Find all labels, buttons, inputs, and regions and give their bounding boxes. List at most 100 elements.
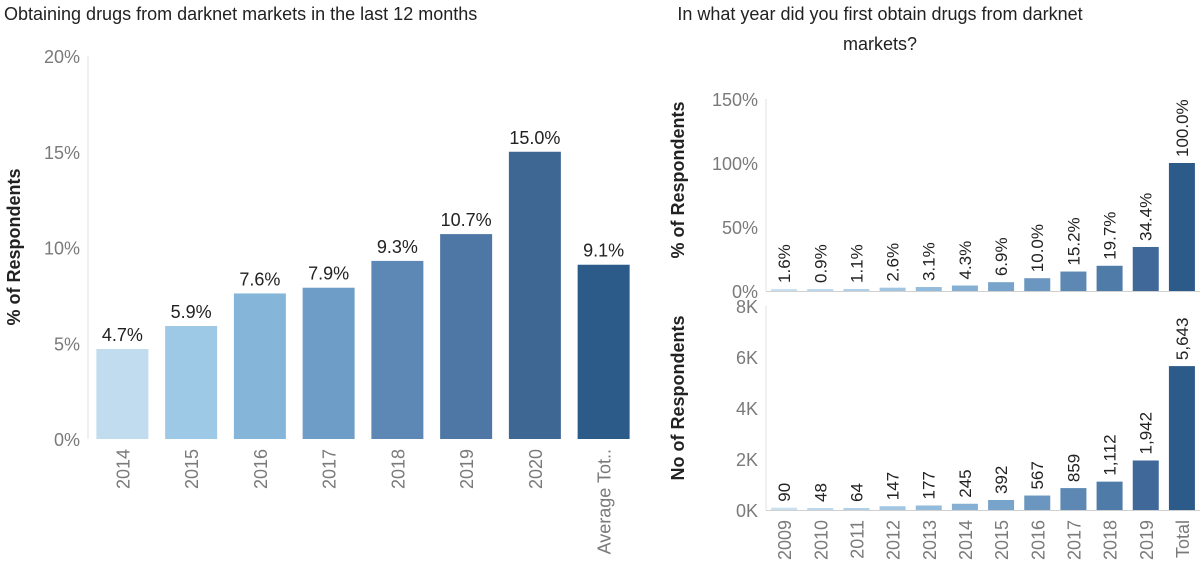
chart-2-data-label: 1,942: [1137, 412, 1156, 455]
chart-1-data-label: 34.4%: [1137, 193, 1156, 241]
chart-1-data-label: 15.2%: [1064, 217, 1083, 265]
chart-0-x-tick-label: 2016: [251, 449, 271, 489]
chart-1-bar: [807, 289, 834, 291]
chart-2-y-tick-label: 8K: [736, 297, 758, 317]
chart-0-y-tick-label: 5%: [54, 334, 80, 354]
chart-0-data-label: 5.9%: [171, 302, 212, 322]
chart-0-y-axis-title: % of Respondents: [4, 168, 24, 325]
chart-2-bar: [951, 503, 978, 510]
chart-1-bar: [771, 288, 798, 291]
chart-1-y-tick-label: 150%: [712, 90, 758, 110]
chart-2-bar: [915, 505, 942, 510]
chart-1-bar: [1060, 271, 1087, 291]
chart-2-data-label: 90: [775, 483, 794, 502]
chart-2-bar: [1024, 495, 1051, 510]
chart-2-bar: [1060, 488, 1087, 510]
chart-2-x-tick-label: 2010: [811, 520, 831, 560]
chart-0-data-label: 15.0%: [509, 128, 560, 148]
chart-0-bar: [440, 234, 493, 439]
chart-1-bar: [879, 287, 906, 291]
chart-1-y-tick-label: 50%: [722, 218, 758, 238]
chart-1-bar: [915, 287, 942, 291]
chart-0-data-label: 10.7%: [441, 210, 492, 230]
chart-2-bar: [1132, 460, 1159, 510]
chart-0-x-tick-label: 2014: [113, 449, 133, 489]
chart-1-bar: [1168, 163, 1195, 291]
chart-0-x-tick-label: Average Tot..: [595, 449, 615, 554]
chart-2-x-tick-label: 2012: [884, 520, 904, 560]
chart-0-data-label: 9.3%: [377, 237, 418, 257]
chart-2-bar: [843, 508, 870, 510]
chart-2-data-label: 392: [992, 466, 1011, 494]
chart-0-data-label: 7.9%: [308, 264, 349, 284]
chart-0-x-tick-label: 2018: [388, 449, 408, 489]
chart-1-bar: [1132, 246, 1159, 291]
chart-1-bar: [1024, 278, 1051, 291]
chart-2-y-tick-label: 4K: [736, 399, 758, 419]
chart-2-bar: [988, 500, 1015, 510]
chart-0-data-label: 9.1%: [583, 241, 624, 261]
right-chart-title-line-1: In what year did you first obtain drugs …: [677, 4, 1083, 24]
chart-1-data-label: 1.6%: [775, 244, 794, 283]
chart-1-y-tick-label: 0%: [732, 282, 758, 302]
chart-1-bar: [988, 282, 1015, 291]
chart-1-bar: [843, 289, 870, 291]
chart-0-data-label: 4.7%: [102, 325, 143, 345]
chart-1-bar: [951, 285, 978, 291]
chart-2-data-label: 1,112: [1101, 434, 1120, 475]
chart-2-y-axis-title: No of Respondents: [668, 316, 688, 481]
chart-2-data-label: 567: [1028, 461, 1047, 489]
right-chart-title-line-2: markets?: [842, 34, 918, 54]
chart-0-y-tick-label: 15%: [44, 143, 80, 163]
chart-0-y-tick-label: 20%: [44, 47, 80, 67]
chart-0-x-tick-label: 2020: [526, 449, 546, 489]
chart-2-x-tick-label: 2019: [1137, 520, 1157, 560]
chart-0-x-tick-label: 2017: [320, 449, 340, 489]
chart-1-data-label: 2.6%: [884, 243, 903, 282]
chart-2-x-tick-label: 2013: [920, 520, 940, 560]
chart-1-data-label: 100.0%: [1173, 99, 1192, 157]
chart-0-bar: [96, 348, 149, 439]
chart-1-y-axis-title: % of Respondents: [668, 101, 688, 258]
chart-0-x-tick-label: 2015: [182, 449, 202, 489]
chart-0-bar: [508, 151, 561, 439]
chart-0-data-label: 7.6%: [239, 269, 280, 289]
chart-2-data-label: 177: [920, 471, 939, 499]
chart-2-data-label: 64: [847, 483, 866, 502]
chart-1-bar: [1096, 265, 1123, 291]
chart-2-data-label: 245: [956, 469, 975, 497]
chart-2-bar: [807, 508, 834, 510]
chart-2-x-tick-label: 2009: [775, 520, 795, 560]
chart-2-x-tick-label: 2018: [1101, 520, 1121, 560]
chart-1-data-label: 4.3%: [956, 241, 975, 280]
chart-2-y-tick-label: 2K: [736, 450, 758, 470]
chart-0-x-tick-label: 2019: [457, 449, 477, 489]
chart-1-data-label: 3.1%: [920, 242, 939, 281]
chart-2-x-tick-label: 2014: [956, 520, 976, 560]
chart-0-bar: [165, 326, 218, 439]
chart-2-data-label: 5,643: [1173, 318, 1192, 361]
chart-0-bar: [302, 287, 355, 439]
chart-1-data-label: 19.7%: [1101, 212, 1120, 260]
chart-2-bar: [1096, 481, 1123, 510]
chart-2-x-tick-label: 2017: [1064, 520, 1084, 560]
chart-0-bar: [233, 293, 286, 439]
chart-2-y-tick-label: 0K: [736, 501, 758, 521]
chart-1-data-label: 1.1%: [847, 244, 866, 283]
chart-2-x-tick-label: Total: [1173, 520, 1193, 558]
chart-0-bar: [371, 260, 424, 439]
chart-2-x-tick-label: 2015: [992, 520, 1012, 560]
chart-1-data-label: 6.9%: [992, 237, 1011, 276]
chart-2-data-label: 48: [811, 483, 830, 502]
chart-1-data-label: 10.0%: [1028, 224, 1047, 272]
chart-0-y-tick-label: 0%: [54, 430, 80, 450]
chart-2-data-label: 147: [884, 472, 903, 500]
left-chart-title: Obtaining drugs from darknet markets in …: [4, 4, 478, 24]
chart-1-data-label: 0.9%: [811, 244, 830, 283]
chart-0-bar: [577, 264, 630, 439]
chart-2-bar: [879, 506, 906, 510]
chart-0-y-tick-label: 10%: [44, 239, 80, 259]
chart-2-y-tick-label: 6K: [736, 348, 758, 368]
chart-2-x-tick-label: 2011: [847, 520, 867, 559]
